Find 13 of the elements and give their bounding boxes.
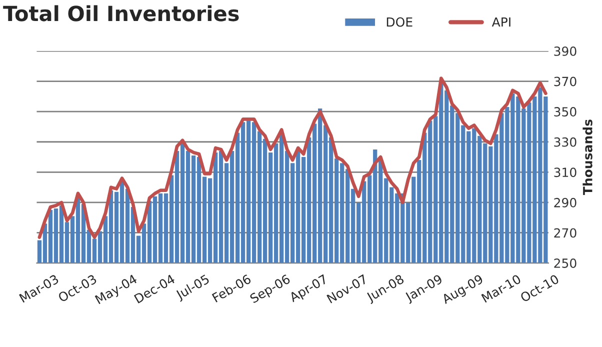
y-tick-label: 370 [554,76,576,86]
y-tick-label: 330 [554,137,576,147]
line-series [38,76,548,239]
y-tick-label: 290 [554,198,576,208]
legend-label: DOE [386,17,412,27]
y-axis-title: Thousands [582,120,592,195]
y-tick-label: 250 [554,258,576,268]
legend-label: API [492,17,510,27]
chart-title: Total Oil Inventories [3,5,239,22]
y-tick-label: 310 [554,168,576,178]
y-tick-label: 270 [554,228,576,238]
y-tick-label: 390 [554,46,576,56]
y-tick-label: 350 [554,107,576,117]
